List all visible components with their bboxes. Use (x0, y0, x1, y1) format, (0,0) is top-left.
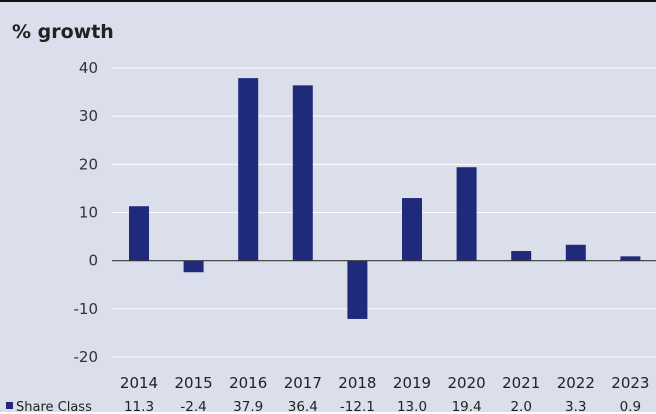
bars (129, 78, 641, 319)
bar-2014 (129, 206, 149, 261)
gridlines (112, 67, 656, 358)
x-tick-label: 2017 (284, 374, 322, 392)
x-tick-label: 2018 (338, 374, 376, 392)
value-label: 3.3 (565, 399, 586, 414)
bar-2022 (565, 244, 586, 261)
y-tick-label: 30 (79, 107, 98, 125)
value-label: 13.0 (397, 399, 427, 414)
bar-2018 (347, 260, 368, 319)
y-tick-label: -20 (74, 348, 99, 366)
y-tick-label: -10 (74, 300, 99, 318)
bar-2021 (511, 251, 532, 261)
value-row: 11.3 -2.4 37.9 36.4 -12.1 13.0 19.4 2.0 3.3 0.9 (124, 399, 641, 414)
x-tick-label: 2022 (557, 374, 595, 392)
bar-2017 (292, 85, 313, 261)
value-label: 19.4 (452, 399, 482, 414)
value-label: -12.1 (340, 399, 375, 414)
bar-2023 (620, 256, 641, 261)
y-axis-ticks: 40 30 20 10 0 -10 -20 (74, 59, 99, 366)
value-label: 2.0 (510, 399, 531, 414)
x-tick-label: 2020 (448, 374, 486, 392)
bar-2020 (456, 167, 477, 261)
legend: Share Class (6, 400, 92, 414)
x-tick-label: 2014 (120, 374, 158, 392)
y-tick-label: 20 (79, 155, 98, 173)
bar-2019 (402, 198, 422, 261)
bar-2016 (238, 78, 259, 261)
x-tick-label: 2016 (229, 374, 267, 392)
x-tick-label: 2019 (393, 374, 431, 392)
chart-title: % growth (12, 21, 114, 43)
value-label: 37.9 (233, 399, 263, 414)
legend-label: Share Class (16, 400, 92, 414)
legend-swatch (6, 402, 13, 409)
value-label: 36.4 (288, 399, 318, 414)
value-label: 11.3 (124, 399, 154, 414)
y-tick-label: 40 (79, 59, 98, 77)
y-tick-label: 0 (88, 252, 98, 270)
x-axis-categories: 2014 2015 2016 2017 2018 2019 2020 2021 2022 2023 (120, 374, 650, 392)
bar-2015 (183, 260, 204, 273)
value-label: 0.9 (620, 399, 641, 414)
y-tick-label: 10 (79, 204, 98, 222)
x-tick-label: 2015 (175, 374, 213, 392)
x-tick-label: 2021 (502, 374, 540, 392)
value-label: -2.4 (180, 399, 206, 414)
x-tick-label: 2023 (611, 374, 649, 392)
